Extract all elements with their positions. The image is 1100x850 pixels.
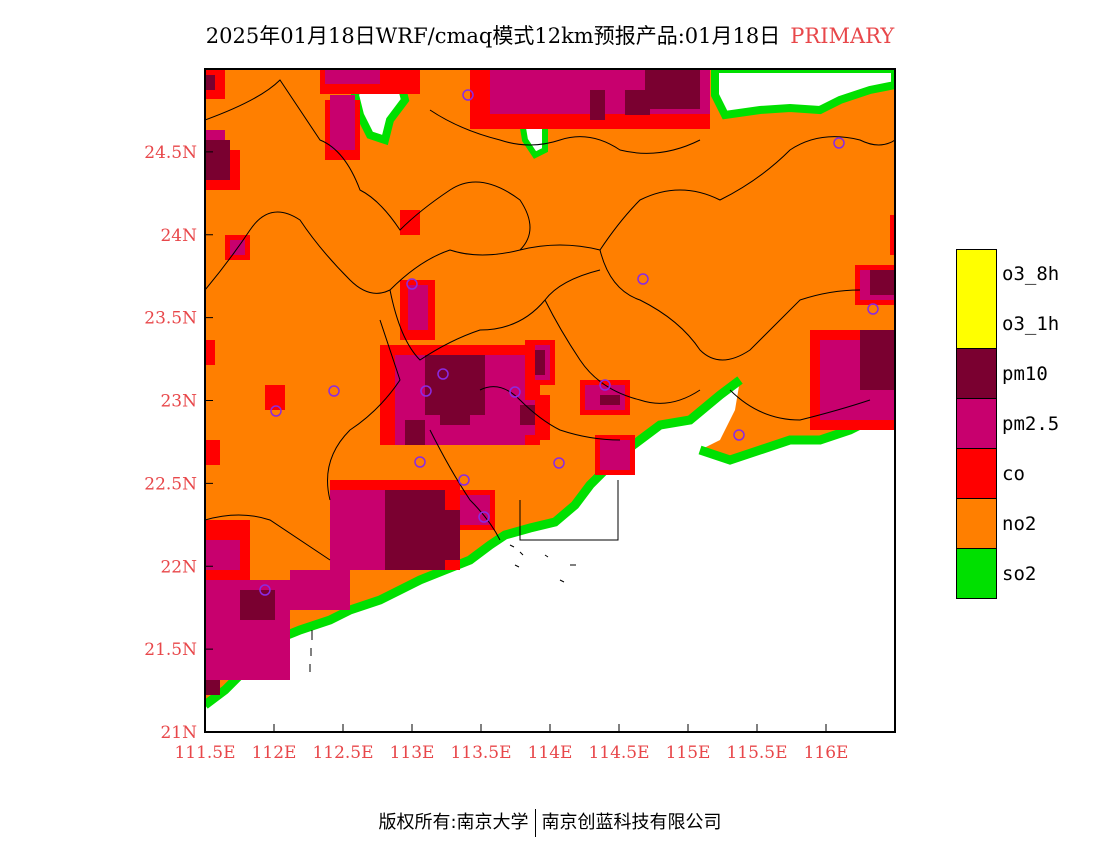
north-white-pocket [711,69,895,120]
lon-tick-label: 113E [390,743,435,763]
legend-swatch [956,399,997,449]
legend-item-pm25: pm2.5 [956,399,1096,449]
footer-right: 南京创蓝科技有限公司 [541,812,722,833]
legend-label: pm2.5 [1002,413,1060,435]
legend-swatch [956,449,997,499]
lat-tick-label: 23.5N [144,309,197,329]
legend-item-so2: so2 [956,549,1096,599]
legend-swatch [956,549,997,599]
title-main: 2025年01月18日WRF/cmaq模式12km预报产品:01月18日 [205,24,781,48]
title-tag: PRIMARY [790,24,895,48]
lon-axis: 111.5E 112E 112.5E 113E 113.5E 114E 114.5E 115E… [174,724,848,763]
legend-label: so2 [1002,563,1037,585]
legend-label: o3_1h [1002,313,1060,335]
pm10-patches [205,69,895,695]
copyright-footer: 版权所有:南京大学 南京创蓝科技有限公司 [0,808,1100,837]
map-title: 2025年01月18日WRF/cmaq模式12km预报产品:01月18日 PRIM… [0,20,1100,50]
legend-label: co [1002,463,1025,485]
lon-tick-label: 115.5E [726,743,787,763]
legend-item-no2: no2 [956,499,1096,549]
monitor-stations [259,89,879,596]
lat-tick-label: 24N [160,226,197,246]
lat-tick-label: 23N [160,392,197,412]
legend-swatch [956,299,997,349]
lat-tick-label: 22N [160,557,197,577]
legend-label: o3_8h [1002,263,1060,285]
footer-left: 版权所有:南京大学 [378,812,529,833]
islands [309,544,576,672]
lat-tick-label: 22.5N [144,474,197,494]
legend-item-o3_8h: o3_8h [956,249,1096,300]
lon-tick-label: 115E [666,743,711,763]
pollutant-field [205,69,895,732]
legend-item-o3_1h: o3_1h [956,299,1096,349]
sea-area [205,380,895,732]
legend-item-co: co [956,449,1096,499]
lon-tick-label: 112.5E [312,743,373,763]
legend-swatch [956,249,997,300]
legend-swatch [956,499,997,549]
legend-label: no2 [1002,513,1037,535]
lon-tick-label: 114.5E [588,743,649,763]
lon-tick-label: 114E [528,743,573,763]
legend-item-pm10: pm10 [956,349,1096,399]
legend-label: pm10 [1002,363,1048,385]
lat-tick-label: 24.5N [144,143,197,163]
lat-tick-label: 21.5N [144,640,197,660]
lon-tick-label: 112E [252,743,297,763]
legend: o3_8h o3_1h pm10 pm2.5 co no2 so2 [956,249,1096,599]
legend-swatch [956,349,997,399]
admin-boundaries [205,79,895,561]
footer-separator [534,809,536,837]
lon-tick-label: 116E [804,743,849,763]
lat-axis: 21N 21.5N 22N 22.5N 23N 23.5N 24N 24.5N [144,143,213,743]
lat-tick-label: 21N [160,723,197,743]
lon-tick-label: 113.5E [450,743,511,763]
lon-tick-label: 111.5E [174,743,235,763]
